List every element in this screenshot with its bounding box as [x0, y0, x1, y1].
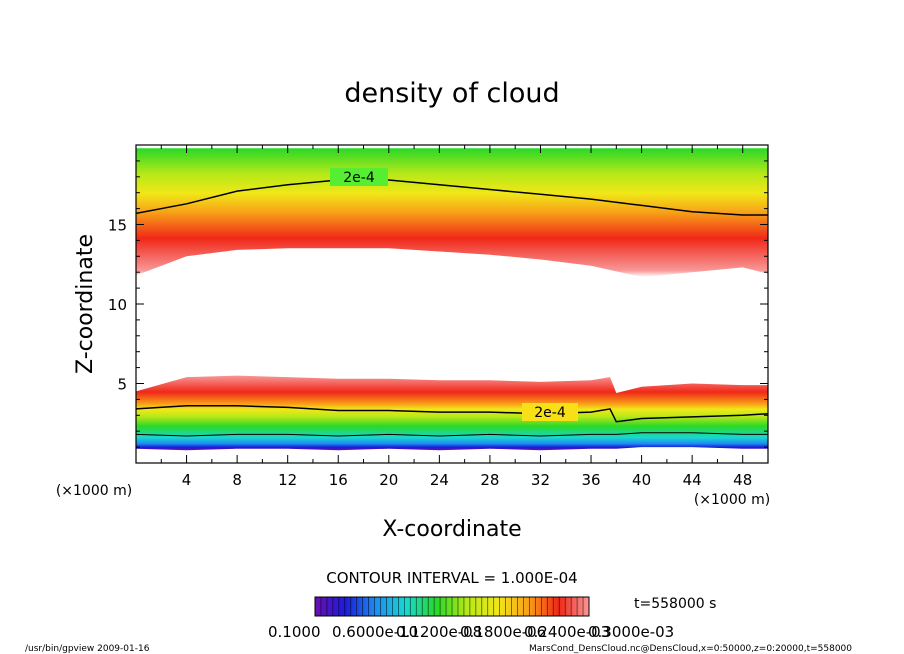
- x-axis-label: X-coordinate: [382, 517, 521, 542]
- x-tick-label: 12: [278, 471, 297, 489]
- y-tick-label: 5: [117, 376, 127, 394]
- colorbar-label: 0.1800e-06: [460, 623, 546, 641]
- colorbar-label: 0.6000e-10: [332, 623, 418, 641]
- x-unit-label: (×1000 m): [694, 492, 770, 508]
- colorbar-label: 0.1000: [268, 623, 321, 641]
- time-text: t=558000 s: [634, 596, 716, 612]
- x-tick-label: 44: [683, 471, 702, 489]
- x-tick-label: 40: [632, 471, 651, 489]
- upper-contour-line: [136, 179, 768, 216]
- colorbar-label: 0.3000e-03: [588, 623, 674, 641]
- colorbar-stripes: [320, 597, 584, 616]
- x-tick-label: 24: [430, 471, 449, 489]
- x-tick-label: 48: [733, 471, 752, 489]
- x-tick-label: 32: [531, 471, 550, 489]
- y-axis-ticks: 5 10 15: [108, 160, 768, 448]
- lower-contour-line: [136, 405, 768, 423]
- plot-area: [136, 145, 768, 463]
- y-tick-label: 10: [108, 296, 127, 314]
- colorbar-labels: 0.1000 0.6000e-100.1200e-080.1800e-060.24…: [268, 623, 674, 641]
- lower-contour-label-bg: [522, 403, 578, 421]
- chart-title: density of cloud: [344, 78, 559, 109]
- x-tick-label: 36: [581, 471, 600, 489]
- upper-contour-label-bg: [330, 168, 388, 186]
- contour-interval-text: CONTOUR INTERVAL = 1.000E-04: [326, 569, 577, 587]
- colorbar-label: 0.2400e-03: [524, 623, 610, 641]
- upper-contour-label: 2e-4: [343, 170, 375, 186]
- z-unit-label: (×1000 m): [56, 483, 132, 499]
- upper-cloud-layer: [136, 148, 768, 277]
- x-tick-label: 28: [480, 471, 499, 489]
- lower-edge-contour: [136, 432, 768, 437]
- lower-cloud-layer: [136, 375, 768, 451]
- lower-contour-label: 2e-4: [534, 405, 566, 421]
- footer-right: MarsCond_DensCloud.nc@DensCloud,x=0:5000…: [529, 644, 852, 654]
- x-tick-label: 4: [182, 471, 192, 489]
- x-tick-label: 20: [379, 471, 398, 489]
- colorbar-label: 0.1200e-08: [396, 623, 482, 641]
- y-tick-label: 15: [108, 217, 127, 235]
- x-tick-label: 16: [329, 471, 348, 489]
- y-axis-label: Z-coordinate: [73, 234, 98, 374]
- footer-left: /usr/bin/gpview 2009-01-16: [25, 644, 150, 654]
- x-axis-ticks: 4 8 12 16 20 24 28 32 36 40 44 48: [160, 145, 752, 489]
- x-tick-label: 8: [232, 471, 242, 489]
